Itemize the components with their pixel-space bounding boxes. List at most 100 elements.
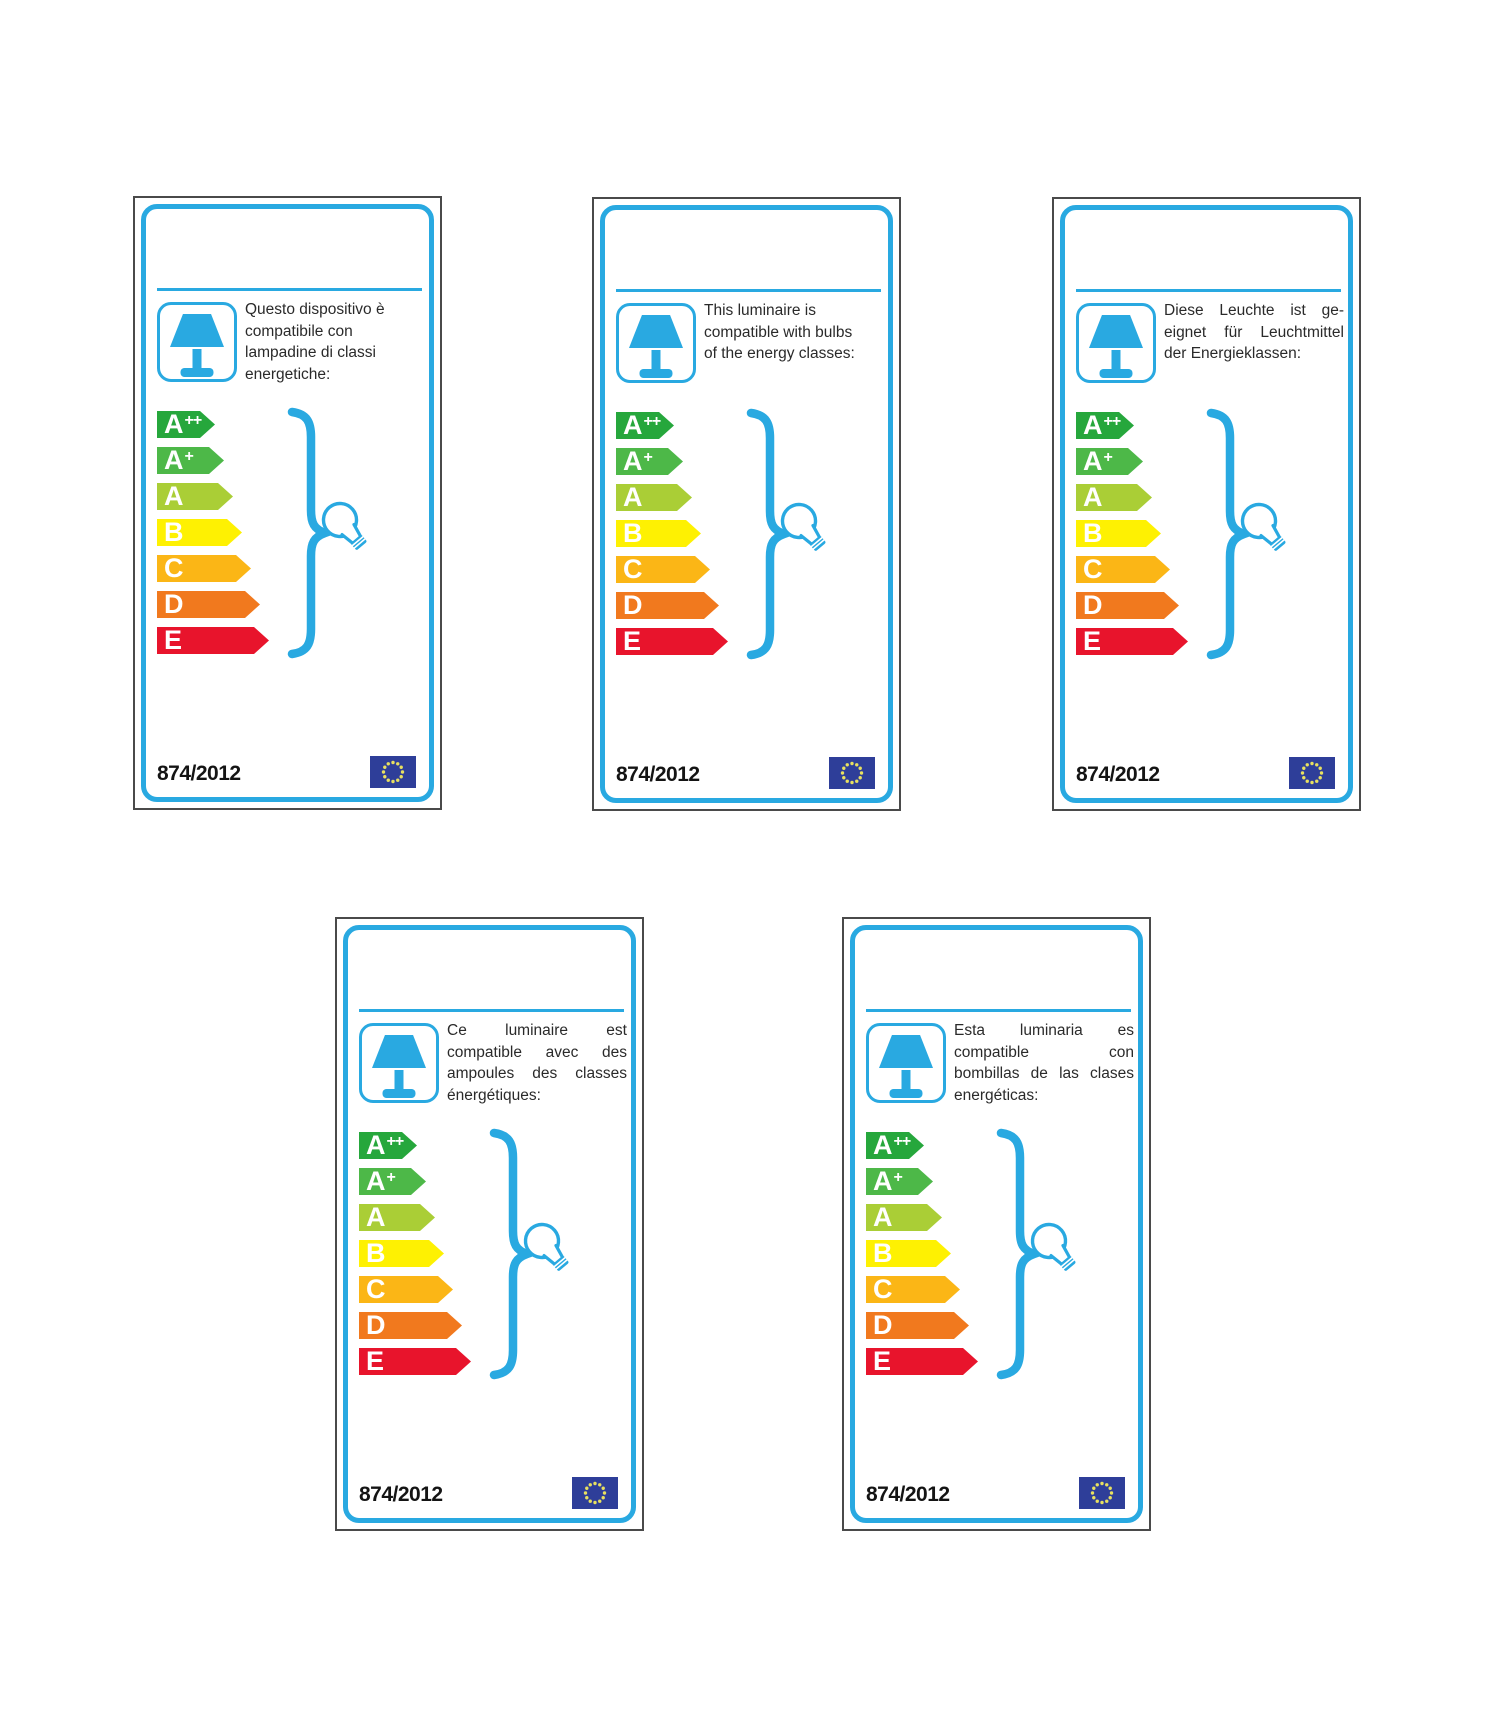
energy-class-arrow-A: A <box>1076 484 1152 511</box>
energy-class-arrow-E: E <box>359 1348 471 1375</box>
eu-flag-icon <box>370 756 416 788</box>
text-line: compatible with bulbs <box>704 323 853 341</box>
energy-class-arrow-A+: A+ <box>157 447 224 474</box>
energy-class-arrow-B: B <box>359 1240 444 1267</box>
energy-class-arrow-A+: A+ <box>866 1168 933 1195</box>
lamp-stem <box>192 349 202 370</box>
lamp-base <box>889 1089 923 1098</box>
lamp-base <box>382 1089 416 1098</box>
lamp-stem <box>1111 350 1121 371</box>
lamp-shade <box>170 314 224 347</box>
energy-class-arrow-C: C <box>359 1276 453 1303</box>
energy-class-arrow-C: C <box>1076 556 1170 583</box>
energy-class-arrow-D: D <box>359 1312 462 1339</box>
regulation-number: 874/2012 <box>616 763 700 786</box>
brace-and-bulb-icon <box>744 408 844 664</box>
brace-and-bulb-icon <box>487 1128 587 1384</box>
text-line: of the energy classes: <box>704 345 855 362</box>
energy-class-scale: A++ A+ A B C D E <box>1076 412 1188 664</box>
energy-class-scale: A++ A+ A B C D E <box>359 1132 471 1384</box>
text-line: This luminaire is <box>704 302 816 319</box>
table-lamp-icon <box>359 1023 439 1103</box>
energy-class-arrow-D: D <box>1076 592 1179 619</box>
energy-class-arrow-A++: A++ <box>359 1132 417 1159</box>
separator-line <box>1076 289 1341 292</box>
lamp-shade <box>372 1035 426 1068</box>
text-line: ampoules des classes <box>447 1065 627 1082</box>
lamp-stem <box>394 1070 404 1091</box>
lamp-base <box>639 369 673 378</box>
energy-class-arrow-E: E <box>1076 628 1188 655</box>
separator-line <box>866 1009 1131 1012</box>
separator-line <box>157 288 422 291</box>
eu-flag-icon <box>572 1477 618 1509</box>
text-line: énergétiques: <box>447 1086 541 1104</box>
text-line: Diese Leuchte ist ge- <box>1164 302 1344 319</box>
energy-class-arrow-A++: A++ <box>866 1132 924 1159</box>
separator-line <box>359 1009 624 1012</box>
brace-and-bulb-icon <box>285 407 385 663</box>
text-line: compatible avec des <box>447 1043 627 1061</box>
energy-class-arrow-B: B <box>866 1240 951 1267</box>
compatibility-text: Questo dispositivo è compatibile con lam… <box>245 299 425 385</box>
energy-class-arrow-E: E <box>157 627 269 654</box>
energy-class-arrow-A: A <box>866 1204 942 1231</box>
text-line: compatibile con <box>245 322 353 340</box>
text-line: eignet für Leuchtmittel <box>1164 323 1344 341</box>
eu-flag-icon <box>1079 1477 1125 1509</box>
energy-class-arrow-E: E <box>866 1348 978 1375</box>
table-lamp-icon <box>157 302 237 382</box>
energy-class-arrow-A: A <box>616 484 692 511</box>
text-line: der Energieklassen: <box>1164 345 1301 362</box>
separator-line <box>616 289 881 292</box>
energy-class-arrow-A++: A++ <box>616 412 674 439</box>
brace-and-bulb-icon <box>994 1128 1094 1384</box>
energy-class-arrow-A: A <box>359 1204 435 1231</box>
text-line: Ce luminaire est <box>447 1022 627 1039</box>
energy-class-arrow-D: D <box>616 592 719 619</box>
energy-class-arrow-B: B <box>616 520 701 547</box>
energy-class-arrow-E: E <box>616 628 728 655</box>
regulation-number: 874/2012 <box>157 762 241 785</box>
energy-class-arrow-A++: A++ <box>157 411 215 438</box>
energy-class-arrow-D: D <box>157 591 260 618</box>
lamp-base <box>180 368 214 377</box>
lamp-shade <box>879 1035 933 1068</box>
energy-class-arrow-D: D <box>866 1312 969 1339</box>
energy-class-arrow-B: B <box>1076 520 1161 547</box>
eu-flag-icon <box>829 757 875 789</box>
table-lamp-icon <box>1076 303 1156 383</box>
text-line: lampadine di classi <box>245 344 376 361</box>
regulation-number: 874/2012 <box>1076 763 1160 786</box>
energy-class-arrow-A+: A+ <box>616 448 683 475</box>
brace-and-bulb-icon <box>1204 408 1304 664</box>
compatibility-text: This luminaire is compatible with bulbs … <box>704 300 884 365</box>
regulation-number: 874/2012 <box>359 1483 443 1506</box>
lamp-base <box>1099 369 1133 378</box>
text-line: compatible con <box>954 1043 1134 1061</box>
lamp-shade <box>1089 315 1143 348</box>
text-line: energéticas: <box>954 1086 1039 1104</box>
energy-label-italian: Questo dispositivo è compatibile con lam… <box>133 196 442 810</box>
energy-class-arrow-C: C <box>866 1276 960 1303</box>
energy-class-arrow-A: A <box>157 483 233 510</box>
energy-label-french: Ce luminaire est compatible avec des amp… <box>335 917 644 1531</box>
compatibility-text: Ce luminaire est compatible avec des amp… <box>447 1020 627 1106</box>
lamp-stem <box>901 1070 911 1091</box>
energy-class-scale: A++ A+ A B C D E <box>616 412 728 664</box>
energy-label-english: This luminaire is compatible with bulbs … <box>592 197 901 811</box>
lamp-stem <box>651 350 661 371</box>
regulation-number: 874/2012 <box>866 1483 950 1506</box>
energy-class-arrow-C: C <box>157 555 251 582</box>
compatibility-text: Esta luminaria es compatible con bombill… <box>954 1020 1134 1106</box>
energy-class-scale: A++ A+ A B C D E <box>866 1132 978 1384</box>
energy-class-arrow-B: B <box>157 519 242 546</box>
energy-class-arrow-A+: A+ <box>359 1168 426 1195</box>
energy-class-arrow-C: C <box>616 556 710 583</box>
text-line: energetiche: <box>245 365 331 383</box>
lamp-shade <box>629 315 683 348</box>
table-lamp-icon <box>866 1023 946 1103</box>
energy-label-german: Diese Leuchte ist ge- eignet für Leuchtm… <box>1052 197 1361 811</box>
energy-class-arrow-A++: A++ <box>1076 412 1134 439</box>
